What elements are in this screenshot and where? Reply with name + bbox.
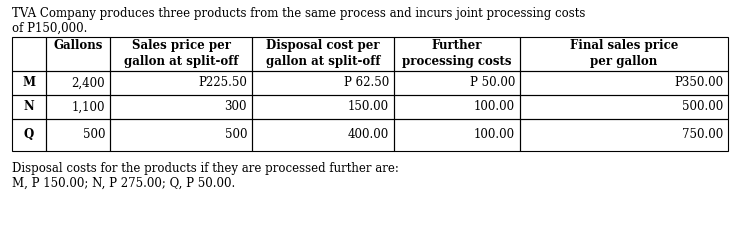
Bar	[110, 72, 252, 96]
Bar	[394, 38, 520, 72]
Bar	[46, 38, 110, 72]
Text: TVA Company produces three products from the same process and incurs joint proce: TVA Company produces three products from…	[12, 7, 585, 20]
Text: Disposal costs for the products if they are processed further are:: Disposal costs for the products if they …	[12, 161, 399, 174]
Bar	[520, 38, 728, 72]
Text: 1,100: 1,100	[72, 100, 105, 113]
Text: M, P 150.00; N, P 275.00; Q, P 50.00.: M, P 150.00; N, P 275.00; Q, P 50.00.	[12, 176, 235, 189]
Text: of P150,000.: of P150,000.	[12, 22, 87, 35]
Text: P 50.00: P 50.00	[470, 76, 515, 89]
Bar	[12, 96, 46, 119]
Text: 400.00: 400.00	[348, 128, 389, 141]
Text: N: N	[24, 100, 34, 113]
Bar	[394, 96, 520, 119]
Text: 300: 300	[224, 100, 247, 113]
Bar	[394, 72, 520, 96]
Bar	[394, 119, 520, 151]
Bar	[520, 96, 728, 119]
Bar	[252, 38, 394, 72]
Bar	[46, 72, 110, 96]
Text: P 62.50: P 62.50	[344, 76, 389, 89]
Text: Final sales price
per gallon: Final sales price per gallon	[570, 39, 678, 68]
Text: 500: 500	[224, 128, 247, 141]
Text: P350.00: P350.00	[674, 76, 723, 89]
Text: Further
processing costs: Further processing costs	[403, 39, 512, 68]
Bar	[252, 72, 394, 96]
Bar	[12, 38, 46, 72]
Text: P225.50: P225.50	[198, 76, 247, 89]
Bar	[520, 72, 728, 96]
Bar	[12, 72, 46, 96]
Bar	[252, 96, 394, 119]
Text: Q: Q	[24, 128, 34, 141]
Bar	[46, 119, 110, 151]
Text: 2,400: 2,400	[71, 76, 105, 89]
Text: Sales price per
gallon at split-off: Sales price per gallon at split-off	[124, 39, 238, 68]
Text: 500.00: 500.00	[682, 100, 723, 113]
Text: 100.00: 100.00	[474, 100, 515, 113]
Text: 750.00: 750.00	[682, 128, 723, 141]
Text: Disposal cost per
gallon at split-off: Disposal cost per gallon at split-off	[266, 39, 380, 68]
Text: Gallons: Gallons	[53, 39, 103, 52]
Text: 500: 500	[82, 128, 105, 141]
Text: M: M	[22, 76, 36, 89]
Bar	[46, 96, 110, 119]
Bar	[520, 119, 728, 151]
Text: 150.00: 150.00	[348, 100, 389, 113]
Text: 100.00: 100.00	[474, 128, 515, 141]
Bar	[12, 119, 46, 151]
Bar	[110, 38, 252, 72]
Bar	[252, 119, 394, 151]
Bar	[110, 119, 252, 151]
Bar	[110, 96, 252, 119]
